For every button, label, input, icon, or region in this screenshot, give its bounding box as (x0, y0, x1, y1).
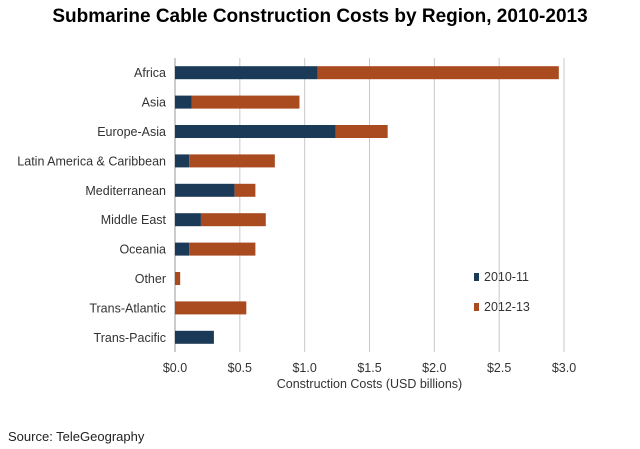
bar-segment (234, 183, 256, 197)
bar-segment (175, 183, 235, 197)
bar-segment (200, 213, 266, 227)
bar-segment (175, 213, 201, 227)
bar-segment (191, 95, 300, 109)
bar-segment (335, 125, 388, 138)
bar-segment (175, 95, 192, 109)
category-label: Africa (134, 66, 166, 80)
category-label: Europe-Asia (97, 125, 166, 139)
bar-segment (175, 125, 336, 138)
bar-segment (175, 154, 190, 168)
bar-segment (189, 154, 275, 168)
bar-segment (175, 242, 190, 256)
legend-label: 2012-13 (484, 300, 530, 314)
x-tick-label: $0.5 (228, 361, 252, 375)
category-label: Trans-Pacific (94, 331, 166, 345)
bar-segment (189, 242, 256, 256)
bar-segment (175, 272, 181, 285)
category-label: Other (135, 272, 166, 286)
legend-label: 2010-11 (484, 270, 529, 284)
x-tick-label: $1.5 (357, 361, 381, 375)
x-tick-label: $2.5 (487, 361, 511, 375)
legend-swatch (474, 303, 479, 311)
category-label: Latin America & Caribbean (17, 154, 166, 168)
x-tick-label: $0.0 (163, 361, 187, 375)
category-label: Mediterranean (85, 184, 166, 198)
category-label: Oceania (119, 243, 166, 257)
x-axis-title: Construction Costs (USD billions) (277, 377, 462, 391)
category-label: Asia (142, 96, 166, 110)
x-tick-label: $3.0 (552, 361, 576, 375)
legend-swatch (474, 273, 479, 281)
bar-segment (317, 66, 559, 80)
bar-segment (175, 301, 247, 315)
bar-segment (175, 330, 214, 344)
category-label: Middle East (101, 213, 167, 227)
bar-segment (175, 66, 318, 80)
x-tick-label: $1.0 (292, 361, 316, 375)
source-note: Source: TeleGeography (8, 429, 145, 444)
chart-title: Submarine Cable Construction Costs by Re… (52, 6, 588, 27)
x-tick-label: $2.0 (422, 361, 446, 375)
category-label: Trans-Atlantic (89, 301, 166, 315)
